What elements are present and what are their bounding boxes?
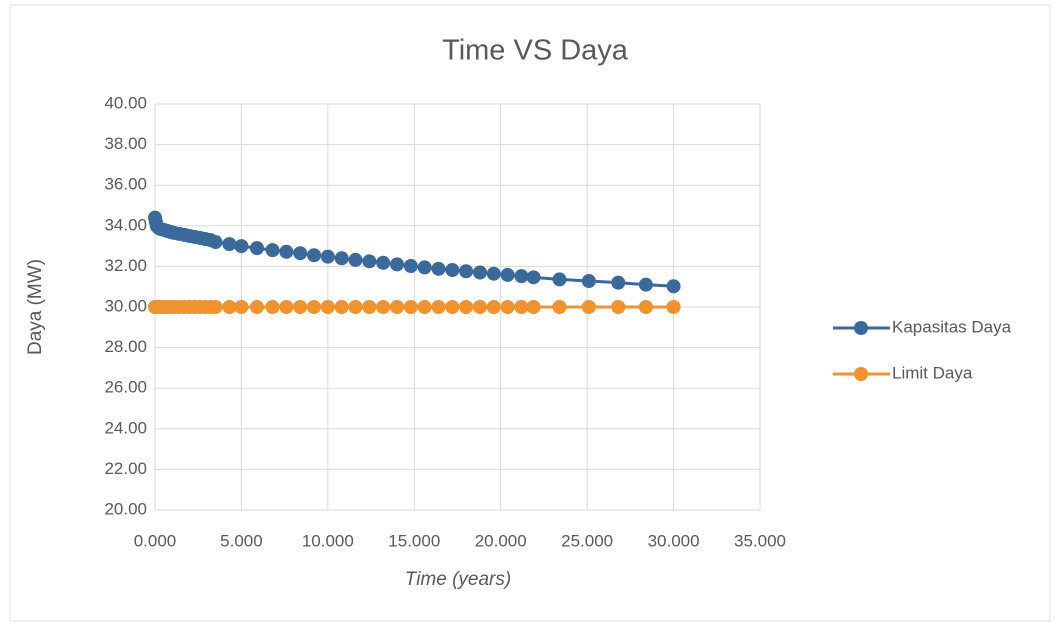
data-point [320,249,335,264]
data-point [362,254,377,269]
data-point [638,300,653,314]
data-point [222,237,237,252]
y-tick-label: 40.00 [104,93,147,112]
data-point [208,235,223,250]
data-point [500,300,515,314]
data-point [376,255,391,270]
y-tick-label: 20.00 [104,499,147,518]
data-point [234,300,249,314]
data-point [307,300,322,314]
data-point [222,300,237,314]
data-point [459,300,474,314]
data-point [611,275,626,290]
y-tick-label: 26.00 [104,378,147,397]
data-point [552,300,567,314]
data-point [581,274,596,289]
data-point [320,300,335,314]
data-point [348,300,363,314]
x-tick-label: 25.000 [561,531,613,550]
data-point [348,252,363,267]
legend-label: Limit Daya [892,363,973,382]
data-point [390,300,404,314]
data-point [472,300,487,314]
x-tick-label: 20.000 [475,531,527,550]
x-tick-label: 5.000 [220,531,263,550]
data-point [666,300,681,314]
data-point [334,251,349,266]
data-point [417,260,432,275]
y-tick-label: 34.00 [104,215,147,234]
y-tick-label: 38.00 [104,134,147,153]
data-point [403,300,418,314]
data-point [376,300,391,314]
data-point [581,300,596,314]
data-point [526,300,541,314]
data-point [279,300,294,314]
legend-marker [854,367,868,381]
x-tick-label: 30.000 [648,531,700,550]
data-point [638,277,653,292]
data-point [486,266,501,281]
data-point [249,300,264,314]
y-tick-label: 24.00 [104,418,147,437]
data-point [234,239,249,254]
data-point [279,244,294,259]
legend-label: Kapasitas Daya [892,317,1012,336]
data-point [307,248,322,263]
data-point [445,263,460,278]
legend-marker [854,321,868,335]
data-point [362,300,377,314]
data-point [486,300,501,314]
y-tick-label: 36.00 [104,175,147,194]
x-axis-label: Time (years) [405,569,511,590]
x-tick-label: 0.000 [134,531,177,550]
data-point [334,300,349,314]
data-point [417,300,432,314]
data-point [403,258,418,273]
data-point [208,300,223,314]
data-point [459,264,474,279]
data-point [293,246,308,261]
x-tick-label: 15.000 [388,531,440,550]
data-point [431,300,446,314]
chart-title: Time VS Daya [442,35,629,67]
data-point [472,265,487,280]
chart-border [9,4,1051,622]
data-point [514,269,529,284]
data-point [514,300,529,314]
data-point [431,261,446,276]
x-tick-label: 10.000 [302,531,354,550]
data-point [445,300,460,314]
data-point [390,257,404,272]
data-point [500,267,515,282]
y-tick-label: 32.00 [104,256,147,275]
y-tick-label: 28.00 [104,337,147,356]
data-point [265,300,280,314]
data-point [265,243,280,258]
y-tick-label: 22.00 [104,459,147,478]
data-point [611,300,626,314]
data-point [526,270,541,285]
data-point [249,241,264,256]
data-point [666,279,681,294]
y-axis-label: Daya (MW) [25,259,46,355]
y-tick-label: 30.00 [104,296,147,315]
data-point [552,272,567,287]
x-tick-label: 35.000 [734,531,786,550]
data-point [293,300,308,314]
